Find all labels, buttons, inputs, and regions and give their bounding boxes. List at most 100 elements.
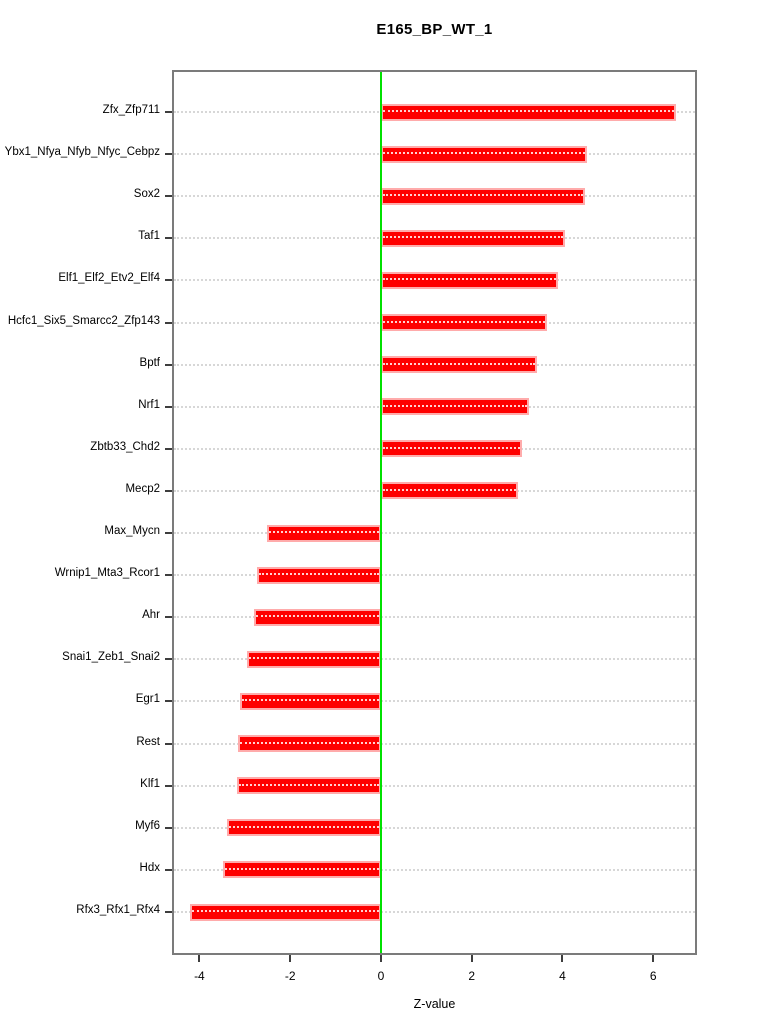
- y-axis-tick: [165, 868, 172, 871]
- bar-dotted-overlay: [382, 236, 563, 239]
- row-dotted-line: [174, 742, 695, 745]
- row-dotted-line: [174, 700, 695, 703]
- bar-dotted-overlay: [382, 362, 535, 365]
- y-axis-tick: [165, 237, 172, 240]
- bar-dotted-overlay: [382, 446, 520, 449]
- category-label: Elf1_Elf2_Etv2_Elf4: [58, 272, 160, 285]
- bar-Zbtb33_Chd2: [380, 440, 522, 458]
- bar-Nrf1: [380, 398, 530, 416]
- y-axis-tick: [165, 279, 172, 282]
- bar-Taf1: [380, 229, 565, 247]
- row-dotted-line: [174, 574, 695, 577]
- bar-dotted-overlay: [256, 615, 379, 618]
- y-axis-tick: [165, 405, 172, 408]
- x-axis-tick: [198, 955, 201, 962]
- bar-Rest: [237, 735, 381, 753]
- bar-Wrnip1_Mta3_Rcor1: [256, 566, 381, 584]
- bar-Max_Mycn: [267, 524, 381, 542]
- bar-Rfx3_Rfx1_Rfx4: [190, 903, 381, 921]
- bar-dotted-overlay: [239, 741, 379, 744]
- x-axis-tick: [289, 955, 292, 962]
- x-axis-tick-label: -2: [284, 969, 296, 983]
- category-label: Rfx3_Rfx1_Rfx4: [76, 904, 160, 916]
- y-axis-tick: [165, 363, 172, 366]
- bar-Elf1_Elf2_Etv2_Elf4: [380, 271, 558, 289]
- bar-Hcfc1_Six5_Smarcc2_Zfp143: [380, 314, 548, 332]
- bar-dotted-overlay: [269, 531, 379, 534]
- category-label: Hcfc1_Six5_Smarcc2_Zfp143: [7, 314, 160, 327]
- y-axis-tick: [165, 195, 172, 198]
- y-axis-tick: [165, 700, 172, 703]
- y-axis-tick: [165, 742, 172, 745]
- category-label: Snai1_Zeb1_Snai2: [62, 651, 160, 664]
- bar-dotted-overlay: [382, 194, 584, 197]
- x-axis-tick-label: -4: [194, 969, 205, 983]
- y-axis-tick: [165, 574, 172, 577]
- bar-Snai1_Zeb1_Snai2: [247, 650, 381, 668]
- category-label: Zfx_Zfp711: [102, 104, 160, 116]
- y-axis-tick: [165, 532, 172, 535]
- category-label: Ahr: [142, 609, 160, 622]
- row-dotted-line: [174, 616, 695, 619]
- bar-dotted-overlay: [382, 110, 674, 112]
- x-axis-tick-label: 6: [649, 969, 657, 983]
- bar-Mecp2: [380, 482, 519, 500]
- bar-Bptf: [380, 356, 537, 374]
- bar-dotted-overlay: [382, 320, 546, 323]
- bar-Klf1: [236, 777, 381, 795]
- category-label: Myf6: [135, 819, 160, 832]
- category-label: Klf1: [140, 777, 160, 790]
- bar-dotted-overlay: [249, 657, 379, 660]
- y-axis-tick: [165, 489, 172, 492]
- y-axis-tick: [165, 321, 172, 324]
- y-axis-tick: [165, 658, 172, 661]
- category-label: Bptf: [139, 356, 160, 369]
- category-label: Nrf1: [138, 398, 160, 411]
- category-label: Wrnip1_Mta3_Rcor1: [54, 567, 160, 580]
- bar-dotted-overlay: [382, 488, 517, 491]
- category-label: Egr1: [135, 693, 160, 706]
- row-dotted-line: [174, 868, 695, 871]
- category-label: Max_Mycn: [104, 525, 160, 538]
- y-axis-tick: [165, 616, 172, 619]
- row-dotted-line: [174, 532, 695, 535]
- bar-dotted-overlay: [382, 404, 528, 407]
- category-label: Rest: [136, 735, 160, 748]
- bar-dotted-overlay: [258, 573, 379, 576]
- bar-Sox2: [380, 187, 586, 205]
- category-label: Hdx: [139, 861, 160, 874]
- row-dotted-line: [174, 826, 695, 829]
- category-label: Taf1: [138, 230, 160, 243]
- row-dotted-line: [174, 784, 695, 787]
- bar-Ahr: [254, 608, 381, 626]
- category-label: Zbtb33_Chd2: [90, 440, 160, 453]
- bar-dotted-overlay: [225, 867, 379, 870]
- y-axis-tick: [165, 911, 172, 913]
- bar-Ybx1_Nfya_Nfyb_Nfyc_Cebpz: [380, 145, 588, 163]
- bar-Egr1: [240, 692, 381, 710]
- x-axis-tick-label: 4: [559, 969, 566, 983]
- row-dotted-line: [174, 658, 695, 661]
- bar-dotted-overlay: [382, 278, 556, 281]
- x-axis-tick: [379, 955, 382, 962]
- chart-title: E165_BP_WT_1: [376, 21, 493, 38]
- category-label: Mecp2: [125, 482, 160, 495]
- y-axis-tick: [165, 153, 172, 156]
- x-axis-tick: [652, 955, 655, 962]
- bar-dotted-overlay: [228, 825, 379, 828]
- bar-Zfx_Zfp711: [380, 103, 676, 121]
- bar-dotted-overlay: [192, 910, 379, 912]
- bar-dotted-overlay: [238, 783, 379, 786]
- bar-Myf6: [226, 819, 381, 837]
- y-axis-tick: [165, 447, 172, 450]
- zero-reference-line: [379, 72, 382, 953]
- x-axis-tick-label: 0: [377, 969, 385, 983]
- x-axis-title: Z-value: [413, 997, 456, 1011]
- y-axis-tick: [165, 111, 172, 113]
- row-dotted-line: [174, 911, 695, 913]
- y-axis-labels: Zfx_Zfp711 Ybx1_Nfya_Nfyb_Nfyc_Cebpz Sox2 T…: [0, 70, 160, 955]
- plot-area: [165, 70, 697, 962]
- bar-Hdx: [223, 861, 381, 879]
- x-axis-tick: [561, 955, 564, 962]
